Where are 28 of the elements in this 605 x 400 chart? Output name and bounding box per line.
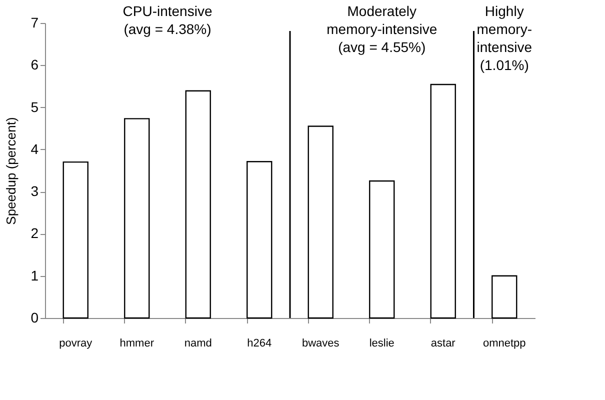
annotation: Highly memory- intensive (1.01%) (476, 3, 532, 73)
x-tick-label: hmmer (120, 338, 154, 350)
y-tick-label: 7 (30, 14, 39, 30)
x-tick-label: omnetpp (482, 338, 526, 350)
y-axis-title: Speedup (percent) (4, 117, 19, 225)
bar (185, 90, 211, 319)
y-tick-label: 5 (30, 98, 39, 115)
bar (430, 84, 456, 319)
x-tick-label: namd (184, 338, 212, 350)
x-tick-label: h264 (247, 338, 272, 350)
annotation: CPU-intensive (avg = 4.38%) (122, 3, 212, 37)
annotation: Moderately memory-intensive (avg = 4.55%) (326, 3, 438, 55)
x-tick-label: astar (430, 338, 456, 350)
bar (62, 161, 88, 319)
x-tick-label: leslie (369, 338, 394, 350)
bar (369, 180, 395, 319)
bar (246, 161, 272, 319)
bar (492, 275, 518, 319)
y-tick-label: 2 (30, 225, 39, 242)
bar (308, 126, 334, 319)
bar (124, 118, 150, 319)
y-tick-label: 6 (30, 56, 39, 73)
y-tick-label: 0 (30, 310, 39, 326)
y-tick-label: 4 (30, 140, 39, 157)
y-tick-label: 1 (30, 267, 39, 284)
x-tick-label: povray (59, 338, 93, 350)
x-tick-label: bwaves (302, 338, 340, 350)
y-tick-label: 3 (30, 183, 39, 200)
